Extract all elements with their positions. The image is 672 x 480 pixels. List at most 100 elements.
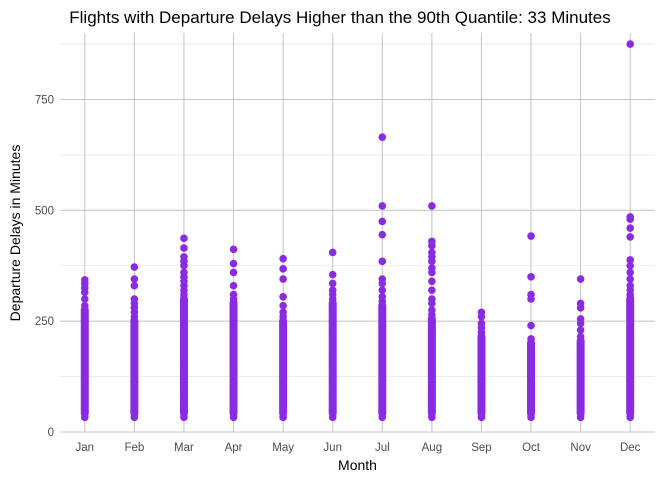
data-point [180, 315, 188, 323]
data-point [527, 383, 535, 391]
data-point [626, 233, 635, 241]
data-point [80, 372, 89, 381]
data-point [80, 325, 89, 333]
x-tick-label: May [272, 442, 294, 454]
data-point [477, 358, 486, 367]
data-point [328, 307, 337, 315]
data-point [279, 383, 287, 392]
data-point [80, 401, 89, 410]
data-point [130, 348, 139, 357]
data-point [328, 366, 337, 374]
y-tick-label: 750 [35, 95, 54, 107]
data-point [180, 333, 188, 342]
data-point [378, 413, 387, 422]
data-point [279, 401, 287, 410]
data-point [527, 335, 535, 343]
data-point [477, 364, 486, 373]
data-point [229, 342, 238, 351]
data-point [576, 413, 585, 422]
data-point [527, 407, 535, 416]
data-point [378, 407, 387, 416]
x-tick-label: Nov [570, 442, 591, 454]
data-point [378, 389, 387, 397]
data-point [229, 360, 238, 368]
data-point [328, 318, 337, 327]
data-point [378, 364, 387, 373]
data-point [626, 407, 635, 416]
data-point [378, 383, 387, 391]
data-point [130, 330, 139, 339]
data-point [328, 360, 337, 368]
data-point [428, 328, 436, 337]
data-point [130, 295, 139, 303]
data-point [328, 395, 337, 404]
data-point [576, 401, 585, 409]
data-point [378, 303, 387, 312]
data-point [378, 352, 387, 361]
data-point [378, 309, 387, 318]
data-point [378, 395, 387, 403]
data-point [328, 324, 337, 333]
data-point [279, 360, 287, 368]
data-point [229, 383, 238, 392]
data-point [130, 318, 139, 327]
data-point [229, 378, 238, 386]
data-point [180, 244, 188, 252]
data-point [626, 261, 635, 270]
data-point [626, 281, 635, 290]
data-point [229, 324, 238, 333]
data-point [229, 389, 238, 398]
y-tick-label: 250 [35, 316, 54, 328]
data-point [328, 286, 337, 294]
data-point [626, 413, 635, 422]
data-point [279, 342, 287, 351]
data-point [626, 401, 635, 409]
data-point [328, 413, 337, 422]
data-point [130, 275, 139, 283]
data-point [428, 334, 436, 343]
data-point [130, 324, 139, 333]
data-point [378, 346, 387, 354]
data-point [626, 364, 635, 373]
data-point [428, 286, 436, 294]
data-point [428, 248, 436, 257]
data-point [378, 327, 387, 336]
data-point [229, 245, 238, 254]
y-gridlines [60, 43, 655, 433]
data-point [328, 270, 337, 279]
data-point [428, 353, 436, 361]
data-point [328, 348, 337, 357]
data-point [527, 232, 535, 240]
data-point [626, 382, 635, 391]
data-point [428, 371, 436, 379]
data-point [328, 401, 337, 410]
data-point [80, 313, 89, 322]
data-point [80, 390, 89, 398]
data-point [378, 230, 387, 239]
data-points [80, 40, 635, 422]
data-point [180, 303, 188, 311]
data-point [378, 334, 387, 342]
data-point [626, 346, 635, 354]
data-point [80, 276, 89, 284]
data-point [576, 275, 585, 283]
data-point [428, 340, 436, 349]
x-tick-label: Feb [124, 442, 144, 454]
data-point [477, 371, 486, 379]
data-point [626, 395, 635, 403]
data-point [626, 213, 635, 221]
data-point [279, 318, 287, 327]
data-point [328, 279, 337, 288]
data-point [229, 366, 238, 374]
data-point [130, 401, 139, 410]
data-point [378, 401, 387, 409]
data-point [477, 407, 486, 416]
data-point [527, 365, 535, 373]
data-point [180, 346, 188, 354]
data-point [279, 324, 287, 333]
data-point [180, 413, 188, 422]
data-point [378, 202, 387, 210]
data-point [626, 40, 635, 48]
data-point [378, 358, 387, 367]
